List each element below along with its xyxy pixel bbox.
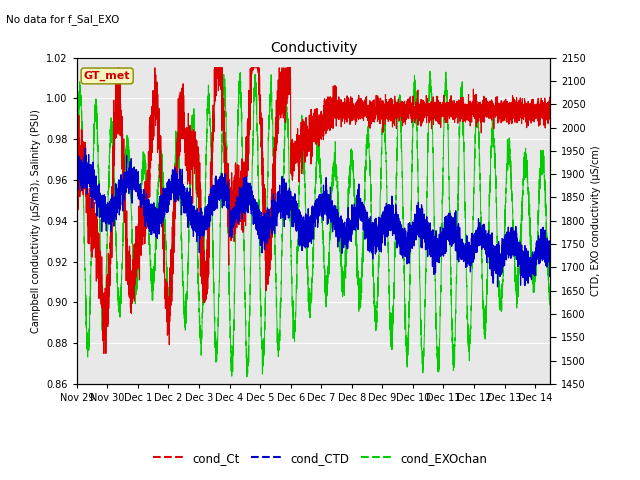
Text: GT_met: GT_met: [84, 71, 131, 81]
Y-axis label: CTD, EXO conductivity (µS/cm): CTD, EXO conductivity (µS/cm): [591, 145, 601, 296]
Title: Conductivity: Conductivity: [270, 41, 357, 55]
Legend: cond_Ct, cond_CTD, cond_EXOchan: cond_Ct, cond_CTD, cond_EXOchan: [148, 447, 492, 469]
Y-axis label: Campbell conductivity (µS/m3), Salinity (PSU): Campbell conductivity (µS/m3), Salinity …: [31, 109, 41, 333]
Text: No data for f_Sal_EXO: No data for f_Sal_EXO: [6, 14, 120, 25]
